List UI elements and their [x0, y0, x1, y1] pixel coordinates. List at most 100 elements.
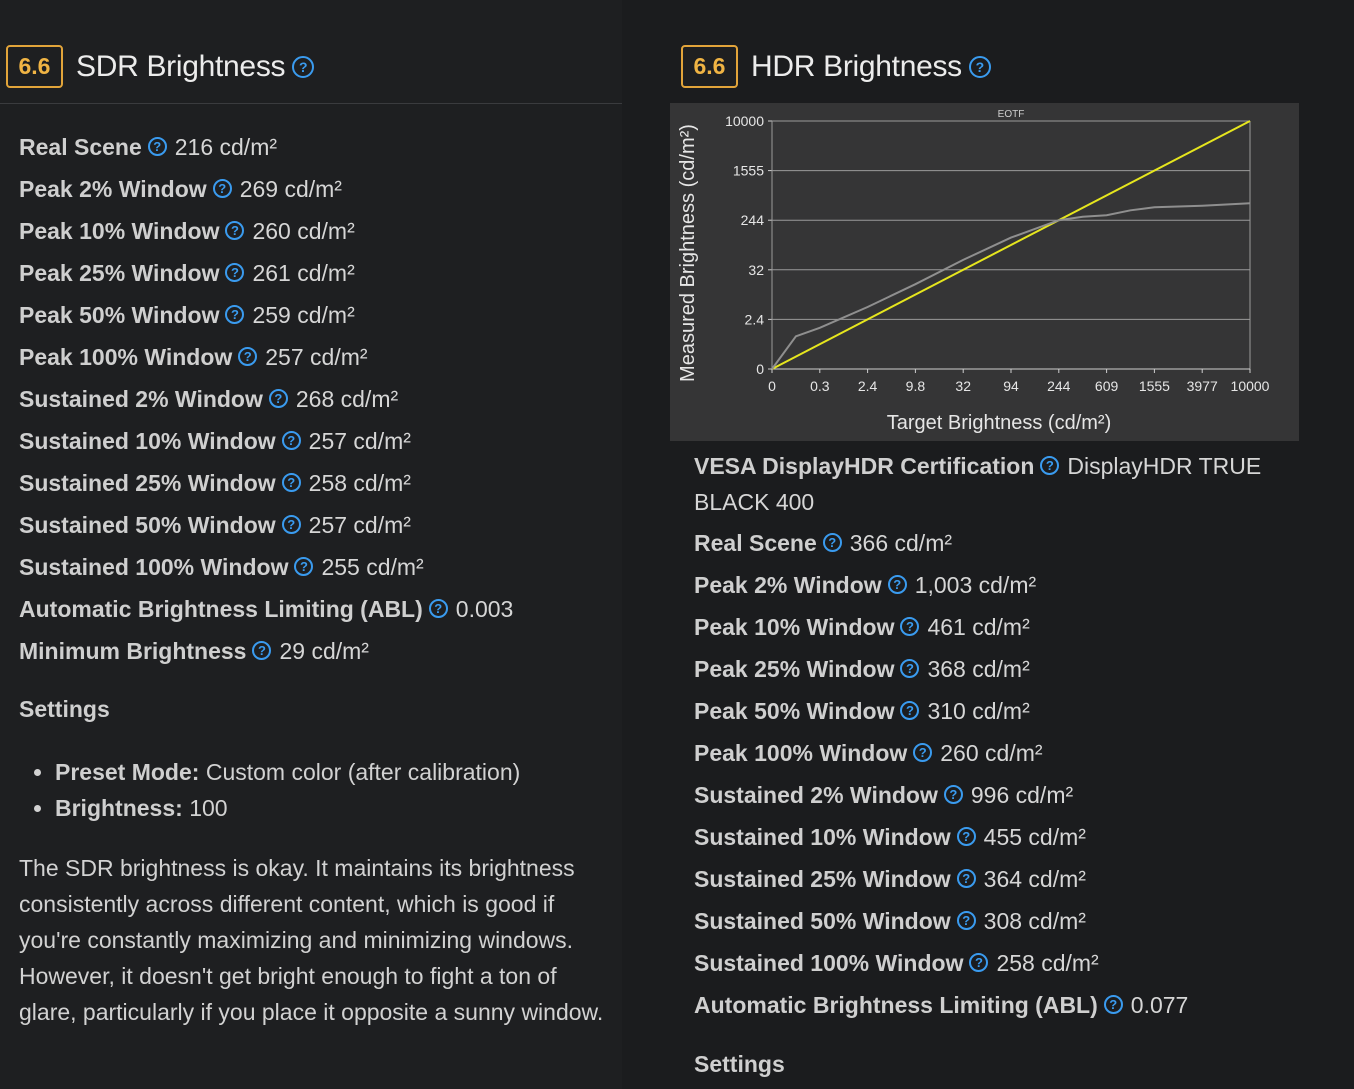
sdr-metric-peak-50-window: Peak 50% Window? 259 cd/m²: [19, 294, 513, 336]
metric-value: 258 cd/m²: [996, 950, 1099, 976]
help-icon[interactable]: ?: [212, 179, 232, 199]
metric-label: Sustained 2% Window: [19, 386, 263, 412]
help-icon[interactable]: ?: [294, 557, 314, 577]
y-axis-title: Measured Brightness (cd/m²): [677, 124, 699, 382]
metric-label: Peak 100% Window: [694, 740, 908, 766]
metric-label: Peak 100% Window: [19, 344, 233, 370]
help-icon[interactable]: ?: [225, 305, 245, 325]
sdr-metric-sustained-2-window: Sustained 2% Window? 268 cd/m²: [19, 378, 513, 420]
settings-item-label: Preset Mode:: [55, 759, 200, 785]
help-icon[interactable]: ?: [969, 953, 989, 973]
sdr-settings-list: Preset Mode: Custom color (after calibra…: [19, 754, 520, 826]
help-icon[interactable]: ?: [956, 911, 976, 931]
metric-label: Automatic Brightness Limiting (ABL): [19, 596, 423, 622]
y-tick-label: 0: [756, 361, 764, 377]
sdr-metric-peak-25-window: Peak 25% Window? 261 cd/m²: [19, 252, 513, 294]
metric-value: 216 cd/m²: [174, 134, 278, 160]
help-icon[interactable]: ?: [900, 617, 920, 637]
help-icon[interactable]: ?: [238, 347, 258, 367]
hdr-metric-automatic-brightness-limiting-abl: Automatic Brightness Limiting (ABL)? 0.07…: [694, 984, 1188, 1026]
metric-label: Real Scene: [19, 134, 142, 160]
hdr-certification-help-icon[interactable]: ?: [1040, 456, 1060, 476]
metric-value: 455 cd/m²: [983, 824, 1086, 850]
metric-label: Sustained 10% Window: [19, 428, 276, 454]
y-tick-label: 244: [741, 212, 765, 228]
x-tick-label: 1555: [1139, 378, 1170, 394]
metric-label: Sustained 100% Window: [19, 554, 289, 580]
metric-value: 259 cd/m²: [252, 302, 355, 328]
metric-value: 258 cd/m²: [308, 470, 411, 496]
metric-value: 257 cd/m²: [308, 512, 411, 538]
help-icon[interactable]: ?: [943, 785, 963, 805]
help-icon[interactable]: ?: [268, 389, 288, 409]
settings-item-brightness: Brightness: 100: [55, 790, 520, 826]
metric-label: Peak 10% Window: [19, 218, 220, 244]
sdr-brightness-section: 6.6 SDR Brightness ? Real Scene? 216 cd/m…: [0, 0, 622, 1089]
help-icon[interactable]: ?: [1103, 995, 1123, 1015]
settings-item-value: Custom color (after calibration): [205, 759, 521, 785]
help-icon[interactable]: ?: [900, 701, 920, 721]
help-icon[interactable]: ?: [822, 533, 842, 553]
metric-value: 310 cd/m²: [927, 698, 1030, 724]
x-tick-label: 0: [768, 378, 776, 394]
x-tick-label: 2.4: [858, 378, 878, 394]
metric-label: Peak 50% Window: [19, 302, 220, 328]
metric-label: Sustained 10% Window: [694, 824, 951, 850]
help-icon[interactable]: ?: [225, 263, 245, 283]
x-tick-label: 94: [1003, 378, 1019, 394]
metric-label: Sustained 50% Window: [694, 908, 951, 934]
chart-title: EOTF: [998, 109, 1025, 120]
hdr-metric-peak-50-window: Peak 50% Window? 310 cd/m²: [694, 690, 1188, 732]
metric-label: Peak 25% Window: [694, 656, 895, 682]
eotf-chart-svg: EOTF 0 2.4 32 244 1555 10000 0 0.3 2.4 9.8 32 94 244 6…: [670, 103, 1299, 441]
hdr-title-help-icon[interactable]: ?: [968, 55, 991, 78]
metric-value: 0.077: [1130, 992, 1189, 1018]
x-tick-label: 244: [1047, 378, 1071, 394]
x-tick-label: 609: [1095, 378, 1119, 394]
hdr-metrics-list: Real Scene? 366 cd/m² Peak 2% Window? 1,003…: [694, 522, 1188, 1026]
metric-label: Sustained 25% Window: [694, 866, 951, 892]
hdr-metric-sustained-100-window: Sustained 100% Window? 258 cd/m²: [694, 942, 1188, 984]
x-tick-label: 9.8: [906, 378, 926, 394]
metric-label: Peak 10% Window: [694, 614, 895, 640]
help-icon[interactable]: ?: [281, 431, 301, 451]
help-icon[interactable]: ?: [956, 869, 976, 889]
hdr-certification-row: VESA DisplayHDR Certification? DisplayHDR…: [694, 448, 1294, 520]
metric-label: Peak 25% Window: [19, 260, 220, 286]
sdr-metric-automatic-brightness-limiting-abl: Automatic Brightness Limiting (ABL)? 0.00…: [19, 588, 513, 630]
metric-label: Minimum Brightness: [19, 638, 247, 664]
help-icon[interactable]: ?: [252, 641, 272, 661]
hdr-certification-value: DisplayHDR TRUE BLACK 400: [694, 453, 1262, 515]
help-icon[interactable]: ?: [900, 659, 920, 679]
metric-label: Peak 2% Window: [694, 572, 882, 598]
metric-value: 996 cd/m²: [970, 782, 1074, 808]
eotf-chart: EOTF 0 2.4 32 244 1555 10000 0 0.3 2.4 9.8 32 94 244 6…: [670, 103, 1299, 441]
help-icon[interactable]: ?: [281, 515, 301, 535]
metric-value: 257 cd/m²: [265, 344, 368, 370]
help-icon[interactable]: ?: [956, 827, 976, 847]
help-icon[interactable]: ?: [887, 575, 907, 595]
sdr-title-help-icon[interactable]: ?: [292, 55, 315, 78]
hdr-metric-peak-2-window: Peak 2% Window? 1,003 cd/m²: [694, 564, 1188, 606]
y-tick-label: 10000: [725, 113, 764, 129]
metric-value: 260 cd/m²: [252, 218, 355, 244]
help-icon[interactable]: ?: [913, 743, 933, 763]
sdr-metric-real-scene: Real Scene? 216 cd/m²: [19, 126, 513, 168]
help-icon[interactable]: ?: [281, 473, 301, 493]
metric-value: 1,003 cd/m²: [914, 572, 1037, 598]
help-icon[interactable]: ?: [147, 137, 167, 157]
y-tick-label: 32: [748, 262, 764, 278]
hdr-metric-sustained-50-window: Sustained 50% Window? 308 cd/m²: [694, 900, 1188, 942]
help-icon[interactable]: ?: [428, 599, 448, 619]
hdr-section-header: 6.6 HDR Brightness ?: [681, 45, 999, 88]
metric-value: 29 cd/m²: [279, 638, 369, 664]
hdr-metric-sustained-10-window: Sustained 10% Window? 455 cd/m²: [694, 816, 1188, 858]
metric-value: 461 cd/m²: [927, 614, 1030, 640]
hdr-section-title: HDR Brightness: [751, 49, 962, 83]
help-icon[interactable]: ?: [225, 221, 245, 241]
settings-item-value: 100: [189, 795, 228, 821]
sdr-section-header: 6.6 SDR Brightness ?: [6, 45, 322, 88]
hdr-metric-peak-25-window: Peak 25% Window? 368 cd/m²: [694, 648, 1188, 690]
target-eotf-line: [771, 120, 1251, 370]
hdr-metric-sustained-25-window: Sustained 25% Window? 364 cd/m²: [694, 858, 1188, 900]
